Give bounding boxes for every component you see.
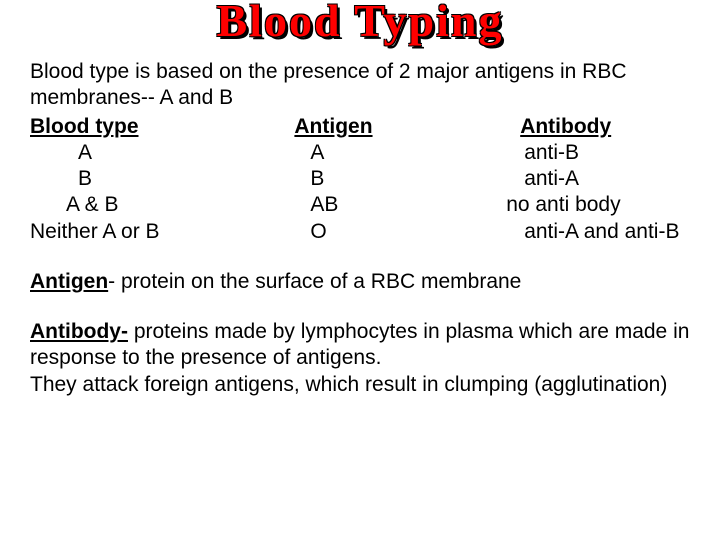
term-antigen: Antigen bbox=[30, 270, 108, 293]
cell-antibody: anti-A bbox=[472, 166, 690, 192]
header-antigen: Antigen bbox=[254, 114, 472, 140]
header-antibody: Antibody bbox=[472, 114, 690, 140]
cell-antigen: A bbox=[254, 140, 472, 166]
cell-antigen: B bbox=[254, 166, 472, 192]
antigen-definition: Antigen- protein on the surface of a RBC… bbox=[30, 269, 690, 295]
cell-blood-type: A & B bbox=[30, 192, 254, 218]
cell-antibody: no anti body bbox=[472, 192, 690, 218]
table-row: Neither A or B O anti-A and anti-B bbox=[30, 219, 690, 245]
slide: Blood Typing Blood type is based on the … bbox=[0, 0, 720, 534]
antibody-def-text2: They attack foreign antigens, which resu… bbox=[30, 372, 690, 398]
cell-antibody: anti-A and anti-B bbox=[472, 219, 690, 245]
antibody-def-text1: proteins made by lymphocytes in plasma w… bbox=[30, 320, 689, 369]
cell-blood-type: Neither A or B bbox=[30, 219, 254, 245]
blood-type-table: Blood type Antigen Antibody A A anti-B B… bbox=[30, 114, 690, 245]
cell-antigen: AB bbox=[254, 192, 472, 218]
antibody-definition: Antibody- proteins made by lymphocytes i… bbox=[30, 319, 690, 398]
cell-blood-type: A bbox=[30, 140, 254, 166]
slide-title: Blood Typing bbox=[30, 0, 690, 47]
table-header-row: Blood type Antigen Antibody bbox=[30, 114, 690, 140]
header-blood-type: Blood type bbox=[30, 114, 254, 140]
table-row: A & B AB no anti body bbox=[30, 192, 690, 218]
antigen-def-text: protein on the surface of a RBC membrane bbox=[121, 270, 521, 293]
antigen-sep: - bbox=[108, 270, 121, 293]
body-content: Blood type is based on the presence of 2… bbox=[30, 59, 690, 398]
cell-antibody: anti-B bbox=[472, 140, 690, 166]
cell-antigen: O bbox=[254, 219, 472, 245]
cell-blood-type: B bbox=[30, 166, 254, 192]
table-row: B B anti-A bbox=[30, 166, 690, 192]
intro-text: Blood type is based on the presence of 2… bbox=[30, 59, 690, 112]
term-antibody: Antibody- bbox=[30, 320, 128, 343]
table-row: A A anti-B bbox=[30, 140, 690, 166]
